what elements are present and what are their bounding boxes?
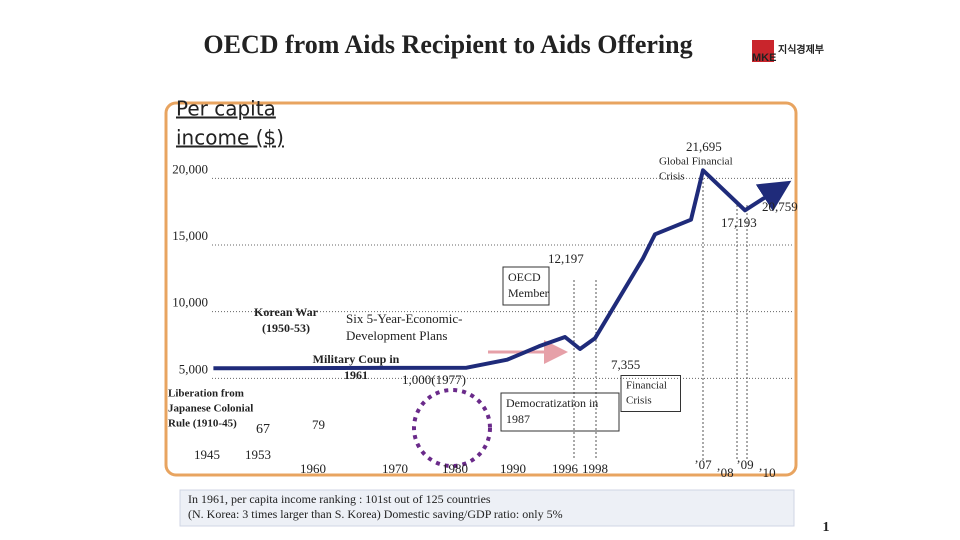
annotation: 1961 <box>344 368 368 382</box>
x-tick-label: 1970 <box>382 461 408 476</box>
x-tick-label: ’07 <box>694 457 712 472</box>
annotation-box <box>500 392 620 432</box>
y-tick-label: 10,000 <box>172 295 208 310</box>
annotation: 21,695 <box>686 139 722 154</box>
annotation: 20,759 <box>762 199 798 214</box>
annotation: 1987 <box>506 412 530 426</box>
y-tick-label: 15,000 <box>172 228 208 243</box>
x-tick-label: 1998 <box>582 461 608 476</box>
annotation: Member <box>508 286 549 300</box>
footnote-box <box>179 489 795 527</box>
annotation: Democratization in <box>506 396 598 410</box>
annotation: Global Financial <box>659 156 733 168</box>
logo-icon <box>752 40 774 62</box>
annotation: OECD <box>508 270 541 284</box>
page-number: 1 <box>823 520 830 535</box>
annotation: 12,197 <box>548 251 584 266</box>
highlight-ellipse <box>412 388 492 468</box>
y-tick-label: 20,000 <box>172 161 208 176</box>
annotation: Korean War <box>254 305 319 319</box>
line <box>213 168 792 371</box>
annotation: Japanese Colonial <box>168 403 253 415</box>
annotation: 67 <box>256 422 270 437</box>
annotation: 7,355 <box>611 357 640 372</box>
annotation-box <box>502 266 550 306</box>
annotation-box <box>620 375 681 412</box>
footnote: (N. Korea: 3 times larger than S. Korea)… <box>188 507 563 521</box>
title: OECD from Aids Recipient to Aids Offerin… <box>203 30 692 59</box>
x-tick-label: ’10 <box>758 465 775 480</box>
x-tick-label: 1996 <box>552 461 579 476</box>
marker-lines <box>573 170 748 460</box>
y-axis-label: Per capita <box>176 97 276 121</box>
logo-text: 지식경제부 <box>778 43 824 56</box>
y-tick-label: 5,000 <box>179 361 208 376</box>
x-tick-label: 1953 <box>245 447 271 462</box>
x-tick-label: ’08 <box>716 465 733 480</box>
logo-text: MKE <box>752 52 776 64</box>
y-axis-label: income ($) <box>176 126 284 150</box>
annotation: Crisis <box>626 395 652 407</box>
annotation: Development Plans <box>346 328 447 343</box>
chart-panel <box>164 101 798 477</box>
annotation: 79 <box>312 417 325 432</box>
annotation: Liberation from <box>168 388 244 400</box>
annotation: 17,193 <box>721 215 757 230</box>
annotation: (1950-53) <box>262 321 310 335</box>
footnote: In 1961, per capita income ranking : 101… <box>188 492 491 506</box>
x-tick-label: ’09 <box>736 457 753 472</box>
x-tick-label: 1945 <box>194 447 220 462</box>
x-tick-label: 1960 <box>300 461 326 476</box>
annotation: 1,000(1977) <box>402 372 466 387</box>
annotation: Crisis <box>659 171 685 183</box>
annotation: Six 5-Year-Economic- <box>346 311 462 326</box>
annotation: Rule (1910-45) <box>168 418 237 430</box>
annotation: Financial <box>626 380 667 392</box>
x-tick-label: 1980 <box>442 461 468 476</box>
annotation: Military Coup in <box>313 352 400 366</box>
x-tick-label: 1990 <box>500 461 526 476</box>
